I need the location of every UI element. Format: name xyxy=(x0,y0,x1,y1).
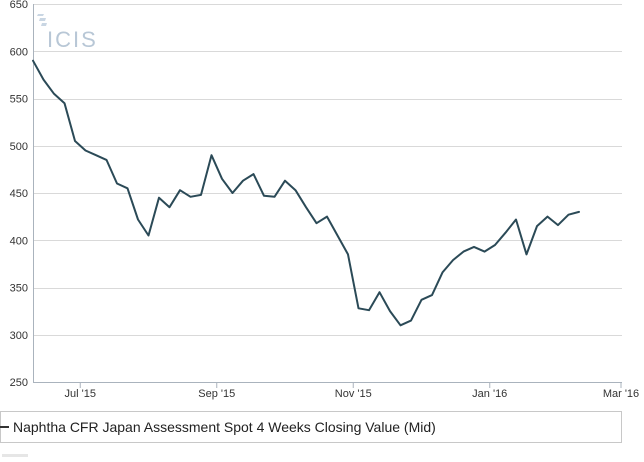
y-tick-label: 350 xyxy=(10,283,28,295)
y-tick-label: 250 xyxy=(10,377,28,389)
x-tick-label: Sep '15 xyxy=(198,388,235,400)
legend[interactable]: Naphtha CFR Japan Assessment Spot 4 Week… xyxy=(0,411,622,443)
icis-logo-mark xyxy=(37,14,47,26)
x-tick-label: Mar '16 xyxy=(603,388,639,400)
y-tick-label: 550 xyxy=(10,94,28,106)
y-tick-label: 600 xyxy=(10,46,28,58)
y-tick-label: 450 xyxy=(10,188,28,200)
y-tick-label: 300 xyxy=(10,330,28,342)
x-tick-label: Jan '16 xyxy=(472,388,507,400)
x-tick-label: Nov '15 xyxy=(335,388,372,400)
legend-series-line-icon xyxy=(0,426,9,428)
series-line-0[interactable] xyxy=(32,59,580,327)
footer-mark xyxy=(2,454,28,457)
legend-label: Naphtha CFR Japan Assessment Spot 4 Week… xyxy=(13,419,436,435)
x-tick-label: Jul '15 xyxy=(65,388,96,400)
icis-watermark: ICIS xyxy=(37,14,98,52)
y-axis-ticks: 250 300 350 400 450 500 550 600 650 xyxy=(10,0,28,389)
y-tick-label: 650 xyxy=(10,0,28,11)
axes xyxy=(33,4,622,383)
line-chart: ICIS 250 300 350 400 450 500 550 600 650 Jul '15… xyxy=(10,0,640,400)
y-tick-label: 400 xyxy=(10,235,28,247)
series-layer xyxy=(32,59,580,327)
grid-lines xyxy=(33,4,622,336)
watermark-text: ICIS xyxy=(47,27,98,52)
y-tick-label: 500 xyxy=(10,141,28,153)
